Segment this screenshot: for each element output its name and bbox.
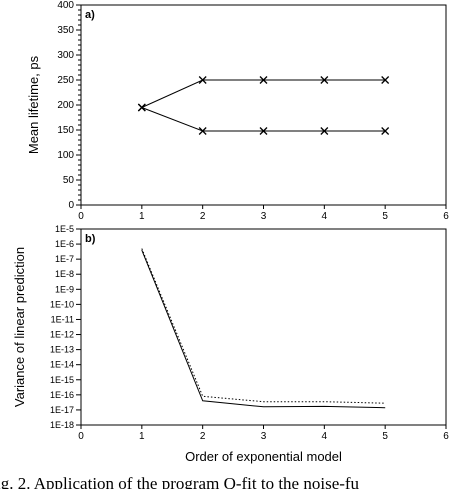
y-tick-label: 1E-15 [50,375,74,385]
plot-frame [80,228,447,426]
marker-stroke [381,127,390,135]
y-tick-label: 1E-12 [50,330,74,340]
y-tick-label: 1E-16 [50,390,74,400]
y-tick-label: 1E-5 [55,224,74,234]
series-line-2 [141,107,386,132]
y-tick-label: 200 [57,100,74,111]
figure-caption: ig. 2. Application of the program Q-fit … [0,474,360,489]
y-tick-label: 1E-18 [50,420,74,430]
marker-stroke [259,76,268,84]
y-axis-label: Variance of linear prediction [12,247,27,407]
panel-label: b) [85,233,96,245]
x-tick-label: 0 [78,431,84,442]
y-tick-label: 1E-8 [55,269,74,279]
marker-stroke [320,76,329,84]
data-point-marker [137,103,146,112]
y-tick-label: 50 [63,175,75,186]
plot-frame [80,4,447,206]
y-tick-label: 150 [57,125,74,136]
series-line-2 [141,248,386,404]
y-tick-label: 1E-6 [55,239,74,249]
x-tick-label: 6 [443,431,449,442]
y-tick-label: 1E-13 [50,345,74,355]
data-point-marker [320,127,329,135]
y-tick-label: 250 [57,75,74,86]
y-tick-label: 1E-11 [51,314,74,324]
y-axis-label: Mean lifetime, ps [26,55,41,154]
data-point-marker [198,127,207,135]
x-tick-label: 6 [443,211,449,222]
x-axis-label: Order of exponential model [185,449,342,464]
y-tick-label: 1E-7 [55,254,74,264]
x-tick-label: 3 [261,211,267,222]
marker-stroke [137,103,146,112]
series-line-1 [141,249,386,409]
x-tick-label: 5 [382,211,388,222]
panel-label: a) [85,9,95,21]
data-point-marker [259,76,268,84]
x-tick-label: 4 [322,211,328,222]
panel-b: 0 1 2 3 4 5 6 1E-18 1E-17 1E-16 1E-15 1E-14 1E-13 1E-… [12,224,449,464]
data-point-marker [259,127,268,135]
x-tick-label: 4 [322,431,328,442]
y-tick-label: 100 [57,150,74,161]
y-tick-label: 1E-9 [55,284,74,294]
y-tick-label: 1E-17 [50,405,74,415]
data-point-marker [381,127,390,135]
marker-stroke [320,127,329,135]
marker-stroke [198,127,207,135]
data-point-marker [198,76,207,84]
y-tick-label: 0 [68,200,74,211]
data-point-marker [320,76,329,84]
x-tick-label: 2 [200,431,206,442]
y-tick-label: 300 [57,50,74,61]
y-tick-label: 1E-10 [50,299,74,309]
x-tick-label: 2 [200,211,206,222]
x-tick-label: 1 [139,211,145,222]
marker-stroke [259,127,268,135]
y-tick-label: 350 [57,25,74,36]
series-line-1 [141,79,386,108]
x-tick-label: 0 [78,211,84,222]
x-tick-label: 5 [382,431,388,442]
marker-stroke [381,76,390,84]
x-tick-label: 1 [139,431,145,442]
panel-a: 0 1 2 3 4 5 6 0 50 100 150 200 250 300 350 400 a) Mean li… [26,0,449,222]
y-tick-label: 400 [57,0,74,11]
marker-stroke [198,76,207,84]
x-tick-label: 3 [261,431,267,442]
y-tick-label: 1E-14 [50,360,74,370]
data-point-marker [381,76,390,84]
